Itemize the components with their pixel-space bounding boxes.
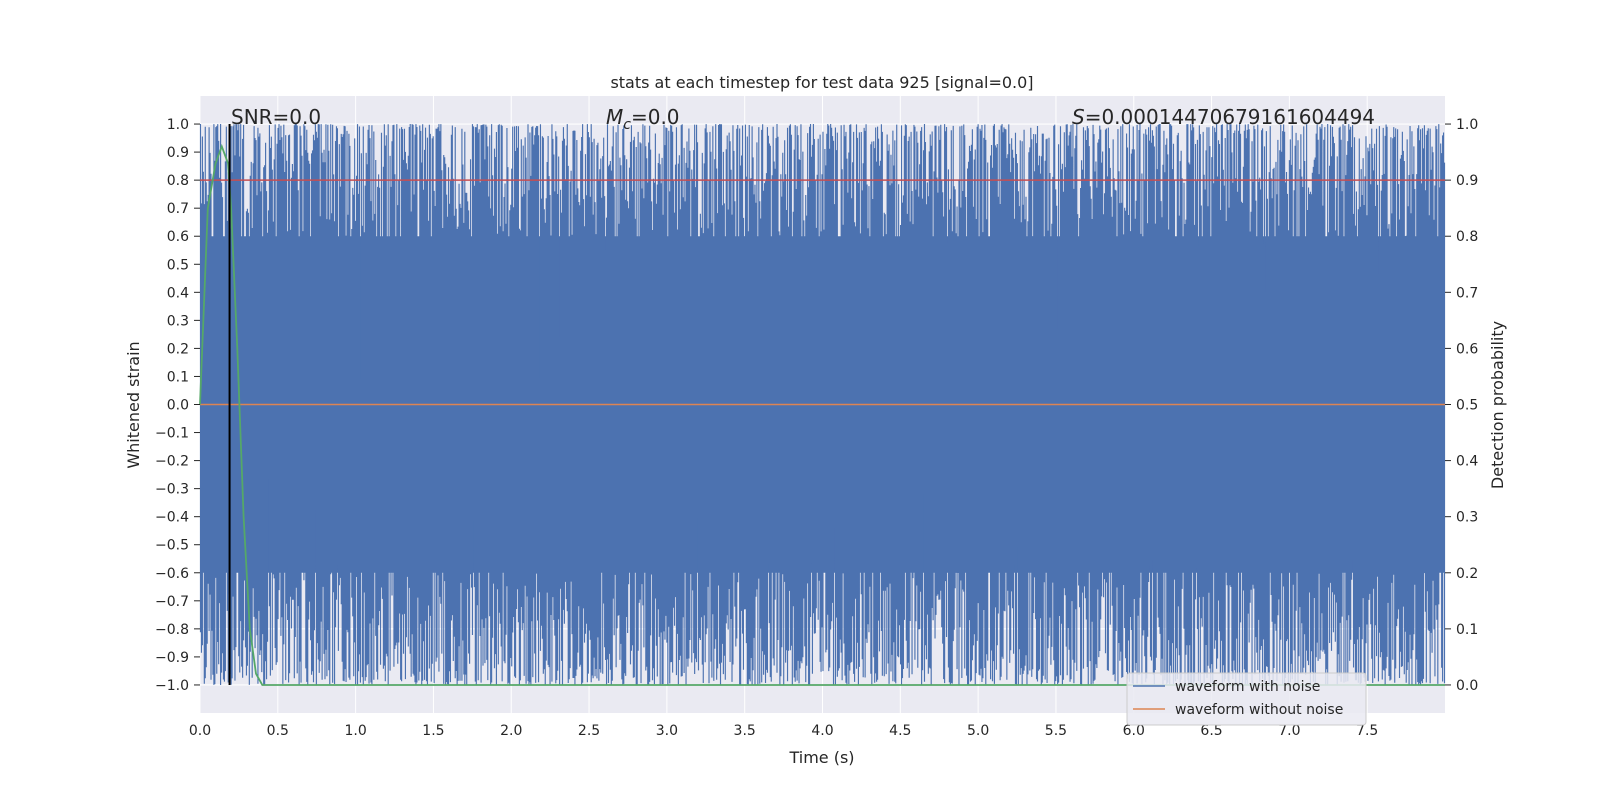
legend: waveform with noise waveform without noi… [1126, 672, 1367, 726]
x-tick-label: 7.0 [1278, 723, 1300, 739]
chirp-mass-value: =0.0 [631, 105, 680, 129]
x-tick-label: 0.0 [189, 723, 211, 739]
y-left-tick-label: 0.4 [167, 285, 189, 301]
x-tick-label: 3.0 [656, 723, 678, 739]
y-right-tick-label: 0.4 [1456, 454, 1478, 470]
y-left-tick-label: 0.3 [167, 313, 189, 329]
x-tick-label: 3.5 [734, 723, 756, 739]
x-tick-label: 0.5 [267, 723, 289, 739]
x-tick-label: 7.5 [1356, 723, 1378, 739]
y-left-tick-label: 0.2 [167, 341, 189, 357]
chart-title: stats at each timestep for test data 925… [610, 73, 1033, 92]
x-axis-label: Time (s) [788, 748, 854, 767]
snr-annotation: SNR=0.0 [231, 105, 321, 129]
chirp-mass-symbol: M [606, 105, 623, 129]
y-left-tick-label: −0.9 [155, 650, 189, 666]
y-left-tick-label: 0.8 [167, 173, 189, 189]
y-left-tick-label: −0.3 [155, 482, 189, 498]
x-tick-label: 1.5 [422, 723, 444, 739]
y-right-tick-label: 0.7 [1456, 285, 1478, 301]
y-left-tick-label: 0.7 [167, 201, 189, 217]
y-left-tick-label: −0.7 [155, 594, 189, 610]
s-annotation: S=0.00014470679161604494 [1072, 105, 1375, 129]
y-left-tick-label: 0.6 [167, 229, 189, 245]
y-left-tick-label: −0.1 [155, 426, 189, 442]
s-value: =0.00014470679161604494 [1085, 105, 1375, 129]
y-left-axis-label: Whitened strain [124, 341, 143, 468]
y-left-tick-label: 0.5 [167, 257, 189, 273]
y-left-tick-label: −0.4 [155, 510, 189, 526]
y-right-tick-label: 0.9 [1456, 173, 1478, 189]
y-right-tick-label: 0.1 [1456, 622, 1478, 638]
chirp-mass-subscript: c [623, 117, 631, 133]
chirp-mass-annotation: Mc=0.0 [606, 105, 680, 133]
y-right-tick-label: 0.0 [1456, 678, 1478, 694]
y-left-tick-label: 0.1 [167, 369, 189, 385]
x-tick-label: 4.5 [889, 723, 911, 739]
y-right-tick-label: 0.2 [1456, 566, 1478, 582]
legend-label-noisy: waveform with noise [1175, 679, 1320, 695]
s-symbol: S [1072, 105, 1085, 129]
x-tick-label: 1.0 [344, 723, 366, 739]
x-tick-label: 6.5 [1200, 723, 1222, 739]
y-right-tick-label: 0.6 [1456, 341, 1478, 357]
x-tick-label: 5.0 [967, 723, 989, 739]
y-left-tick-label: −0.5 [155, 538, 189, 554]
y-left-tick-label: −0.8 [155, 622, 189, 638]
legend-box [1126, 672, 1367, 726]
y-left-axis-ticks: 1.0 0.9 0.8 0.7 0.6 0.5 0.4 0.3 0.2 0.1 0.0 −0.1 −0.… [155, 117, 200, 694]
x-tick-label: 6.0 [1123, 723, 1145, 739]
overlays [199, 124, 1445, 686]
x-tick-label: 2.5 [578, 723, 600, 739]
y-right-tick-label: 0.3 [1456, 510, 1478, 526]
y-left-tick-label: 0.9 [167, 145, 189, 161]
y-left-tick-label: 0.0 [167, 398, 189, 414]
y-left-tick-label: −1.0 [155, 678, 189, 694]
x-axis-ticks: 0.0 0.5 1.0 1.5 2.0 2.5 3.0 3.5 4.0 4.5 5.0 5.5 6.0 6… [189, 723, 1378, 739]
detection-probability-line [199, 143, 1445, 686]
y-left-tick-label: −0.2 [155, 454, 189, 470]
y-left-tick-label: −0.6 [155, 566, 189, 582]
y-left-tick-label: 1.0 [167, 117, 189, 133]
y-right-tick-label: 0.8 [1456, 229, 1478, 245]
x-tick-label: 2.0 [500, 723, 522, 739]
x-tick-label: 5.5 [1045, 723, 1067, 739]
y-right-axis-ticks: 1.0 0.9 0.8 0.7 0.6 0.5 0.4 0.3 0.2 0.1 0.0 [1445, 117, 1478, 694]
x-tick-label: 4.0 [811, 723, 833, 739]
y-right-axis-label: Detection probability [1488, 321, 1507, 489]
y-right-tick-label: 1.0 [1456, 117, 1478, 133]
y-right-tick-label: 0.5 [1456, 398, 1478, 414]
legend-label-clean: waveform without noise [1175, 702, 1343, 718]
